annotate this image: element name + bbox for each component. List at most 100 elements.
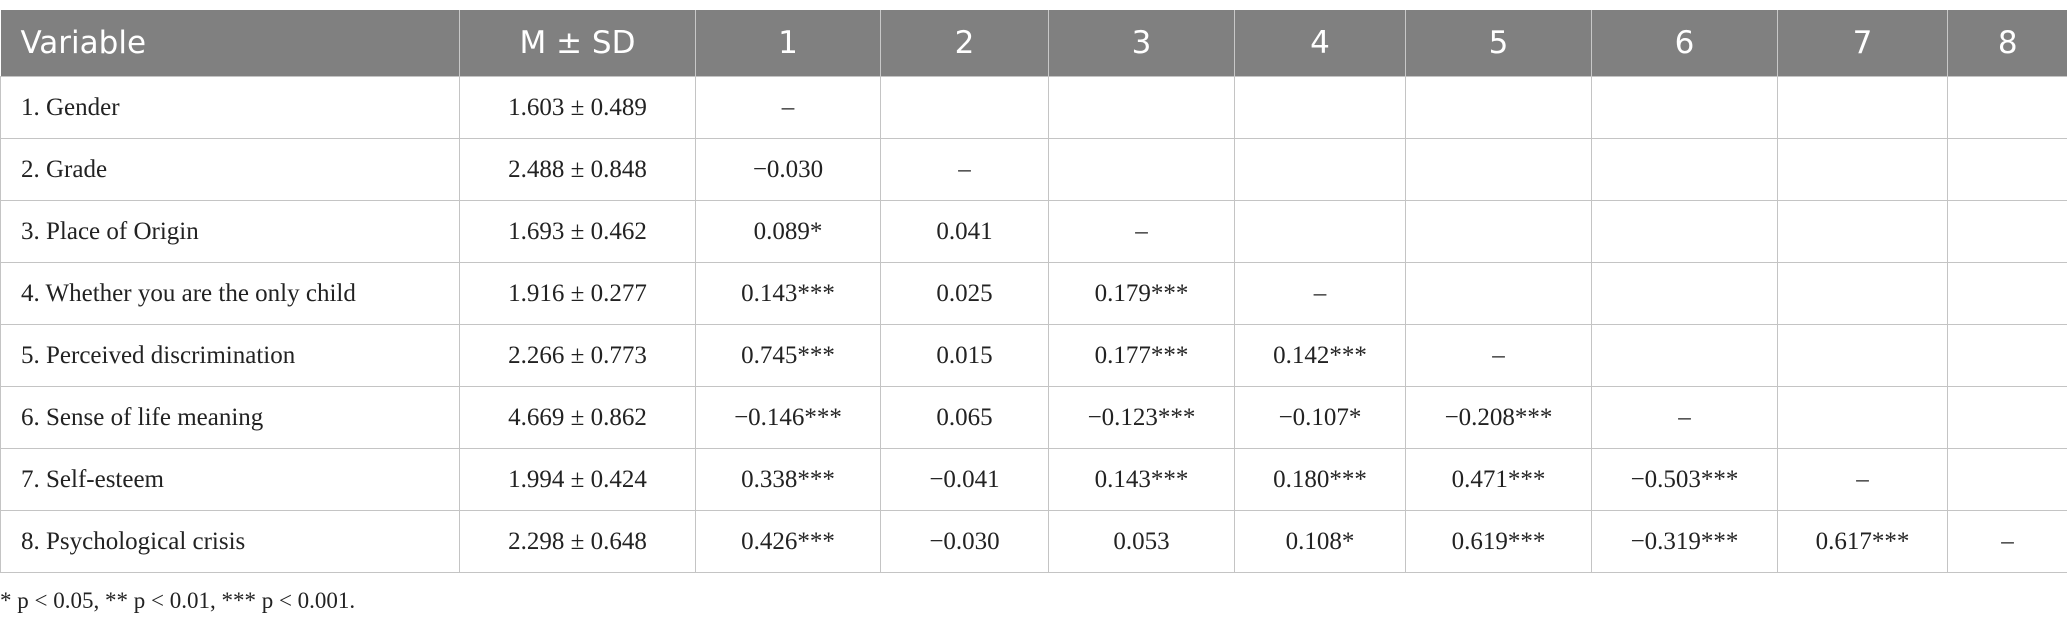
header-cell: 4	[1234, 10, 1406, 77]
footnote: * p < 0.05, ** p < 0.01, *** p < 0.001.	[0, 588, 356, 613]
table-cell: 4.669 ± 0.862	[459, 386, 696, 449]
header-cell: 6	[1591, 10, 1778, 77]
table-wrap: Variable M ± SD 1 2 3 4 5 6 7 8 1. Gender 1.603 ± …	[0, 10, 2067, 573]
empty-cell	[1947, 262, 2067, 325]
table-cell: 0.471***	[1405, 448, 1592, 511]
table-cell: 0.745***	[695, 324, 881, 387]
table-cell: 8. Psychological crisis	[0, 510, 460, 573]
empty-cell	[1048, 76, 1235, 139]
header-cell: 3	[1048, 10, 1235, 77]
table-cell: −0.041	[880, 448, 1049, 511]
table-cell: 0.089*	[695, 200, 881, 263]
correlation-table: Variable M ± SD 1 2 3 4 5 6 7 8 1. Gender 1.603 ± …	[0, 10, 2067, 573]
table-cell: 1. Gender	[0, 76, 460, 139]
table-cell: –	[1405, 324, 1592, 387]
table-cell: −0.030	[880, 510, 1049, 573]
empty-cell	[1591, 138, 1778, 201]
table-cell: −0.208***	[1405, 386, 1592, 449]
table-cell: 2.298 ± 0.648	[459, 510, 696, 573]
header-cell: 5	[1405, 10, 1592, 77]
empty-cell	[1777, 324, 1948, 387]
table-row: 6. Sense of life meaning 4.669 ± 0.862 −0.…	[0, 386, 2067, 449]
table-cell: 0.143***	[695, 262, 881, 325]
empty-cell	[1777, 262, 1948, 325]
table-cell: 1.916 ± 0.277	[459, 262, 696, 325]
table-body: 1. Gender 1.603 ± 0.489–2. Grade 2.488 ± 0…	[0, 76, 2067, 573]
empty-cell	[1777, 76, 1948, 139]
table-row: 3. Place of Origin 1.693 ± 0.462 0.089* 0.0…	[0, 200, 2067, 263]
empty-cell	[1234, 138, 1406, 201]
table-cell: 0.338***	[695, 448, 881, 511]
table-cell: −0.319***	[1591, 510, 1778, 573]
table-cell: 0.179***	[1048, 262, 1235, 325]
table-cell: 3. Place of Origin	[0, 200, 460, 263]
empty-cell	[1405, 262, 1592, 325]
header-cell: 2	[880, 10, 1049, 77]
header-cell: 1	[695, 10, 881, 77]
empty-cell	[1777, 200, 1948, 263]
table-cell: 7. Self-esteem	[0, 448, 460, 511]
empty-cell	[880, 76, 1049, 139]
empty-cell	[1947, 386, 2067, 449]
table-cell: 0.617***	[1777, 510, 1948, 573]
table-cell: 6. Sense of life meaning	[0, 386, 460, 449]
table-cell: 0.619***	[1405, 510, 1592, 573]
table-cell: 0.180***	[1234, 448, 1406, 511]
header-cell: 7	[1777, 10, 1948, 77]
empty-cell	[1234, 76, 1406, 139]
table-cell: 0.053	[1048, 510, 1235, 573]
table-cell: −0.030	[695, 138, 881, 201]
table-cell: –	[1777, 448, 1948, 511]
table-cell: 2.266 ± 0.773	[459, 324, 696, 387]
empty-cell	[1947, 138, 2067, 201]
table-cell: −0.107*	[1234, 386, 1406, 449]
table-cell: –	[1947, 510, 2067, 573]
table-cell: −0.503***	[1591, 448, 1778, 511]
empty-cell	[1591, 76, 1778, 139]
header-cell: Variable	[0, 10, 460, 77]
table-cell: 5. Perceived discrimination	[0, 324, 460, 387]
empty-cell	[1405, 200, 1592, 263]
table-cell: 4. Whether you are the only child	[0, 262, 460, 325]
header-cell: 8	[1947, 10, 2067, 77]
table-cell: 1.994 ± 0.424	[459, 448, 696, 511]
empty-cell	[1234, 200, 1406, 263]
empty-cell	[1777, 386, 1948, 449]
table-cell: 2. Grade	[0, 138, 460, 201]
empty-cell	[1947, 200, 2067, 263]
empty-cell	[1947, 76, 2067, 139]
empty-cell	[1048, 138, 1235, 201]
table-row: 5. Perceived discrimination 2.266 ± 0.773…	[0, 324, 2067, 387]
table-row: 1. Gender 1.603 ± 0.489–	[0, 76, 2067, 139]
table-cell: 0.426***	[695, 510, 881, 573]
empty-cell	[1591, 324, 1778, 387]
empty-cell	[1405, 138, 1592, 201]
table-cell: 0.142***	[1234, 324, 1406, 387]
empty-cell	[1405, 76, 1592, 139]
table-cell: –	[1591, 386, 1778, 449]
header-cell: M ± SD	[459, 10, 696, 77]
table-cell: 0.041	[880, 200, 1049, 263]
table-row: 2. Grade 2.488 ± 0.848 −0.030–	[0, 138, 2067, 201]
table-cell: 0.065	[880, 386, 1049, 449]
table-cell: 1.603 ± 0.489	[459, 76, 696, 139]
empty-cell	[1777, 138, 1948, 201]
table-cell: 0.025	[880, 262, 1049, 325]
table-cell: –	[1048, 200, 1235, 263]
table-cell: 0.177***	[1048, 324, 1235, 387]
table-cell: −0.146***	[695, 386, 881, 449]
table-row: 8. Psychological crisis 2.298 ± 0.648 0.42…	[0, 510, 2067, 573]
empty-cell	[1947, 448, 2067, 511]
table-row: 4. Whether you are the only child 1.916 ±…	[0, 262, 2067, 325]
empty-cell	[1591, 200, 1778, 263]
table-cell: −0.123***	[1048, 386, 1235, 449]
header-row: Variable M ± SD 1 2 3 4 5 6 7 8	[0, 10, 2067, 77]
table-cell: 2.488 ± 0.848	[459, 138, 696, 201]
table-row: 7. Self-esteem 1.994 ± 0.424 0.338*** −0.04…	[0, 448, 2067, 511]
empty-cell	[1947, 324, 2067, 387]
table-cell: –	[695, 76, 881, 139]
table-cell: –	[880, 138, 1049, 201]
table-cell: 0.108*	[1234, 510, 1406, 573]
table-cell: 0.143***	[1048, 448, 1235, 511]
